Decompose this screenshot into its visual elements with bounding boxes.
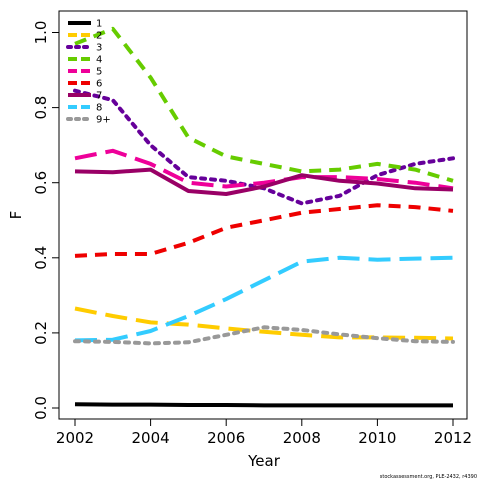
x-tick-label: 2010	[358, 429, 396, 447]
legend-label: 7	[96, 91, 102, 102]
x-tick-label: 2006	[207, 429, 245, 447]
legend-label: 6	[96, 79, 102, 90]
series-line-2	[74, 306, 454, 341]
legend-label: 4	[96, 55, 102, 66]
legend-label: 5	[96, 67, 102, 78]
y-axis-title: F	[7, 211, 25, 220]
x-axis-title: Year	[247, 452, 281, 470]
series-line-8	[74, 255, 454, 343]
series-lines	[73, 26, 455, 408]
series-line-9plus	[73, 325, 455, 346]
series-line-1	[74, 402, 453, 408]
series-line-6	[74, 203, 454, 258]
x-tick-label: 2012	[434, 429, 472, 447]
y-tick-label: 0.6	[32, 171, 50, 195]
series-line-5	[74, 148, 454, 191]
legend-label: 1	[96, 19, 102, 30]
credit-text: stockassessment.org, PLE-2432, r4390	[380, 474, 477, 480]
series-line-4	[74, 26, 454, 183]
y-tick-label: 0.2	[32, 321, 50, 345]
legend-label: 3	[96, 43, 102, 54]
legend-label: 8	[96, 103, 102, 114]
legend-label: 2	[96, 31, 102, 42]
series-line-7	[74, 167, 454, 196]
y-tick-label: 0.0	[32, 396, 50, 420]
x-axis: 2002 2004 2006 2008 2010 2012	[56, 419, 472, 447]
plot-frame	[58, 10, 468, 420]
y-tick-label: 0.8	[32, 96, 50, 120]
x-tick-label: 2008	[283, 429, 321, 447]
y-tick-label: 0.4	[32, 246, 50, 270]
y-axis: 0.0 0.2 0.4 0.6 0.8 1.0	[32, 21, 59, 420]
x-tick-label: 2004	[132, 429, 170, 447]
y-tick-label: 1.0	[32, 21, 50, 45]
legend-label: 9+	[96, 115, 111, 126]
x-tick-label: 2002	[56, 429, 94, 447]
